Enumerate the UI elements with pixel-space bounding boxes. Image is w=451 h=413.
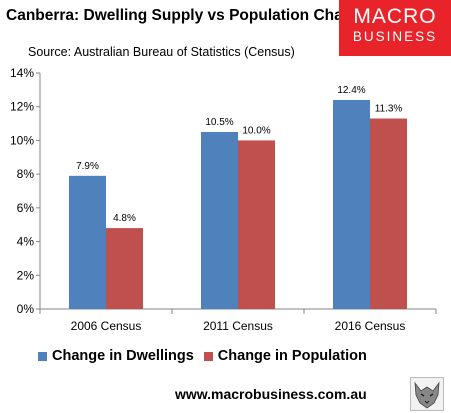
x-axis: 2006 Census 2011 Census 2016 Census (39, 308, 437, 333)
x-tick-label: 2006 Census (71, 319, 142, 333)
y-tick-label: 12% (10, 100, 34, 114)
y-tick-label: 4% (17, 235, 35, 249)
chart-title: Canberra: Dwelling Supply vs Population … (6, 7, 371, 24)
y-tick-label: 2% (17, 268, 35, 282)
data-label: 4.8% (113, 213, 136, 224)
bar-dwellings (201, 132, 238, 309)
bar-population (238, 140, 275, 309)
data-label: 7.9% (76, 161, 99, 172)
data-label: 11.3% (375, 104, 403, 115)
y-tick-label: 8% (17, 167, 35, 181)
macrobusiness-logo: MACRO BUSINESS (339, 0, 451, 56)
chart-subtitle: Source: Australian Bureau of Statistics … (28, 45, 295, 59)
legend: Change in Dwellings Change in Population (38, 348, 377, 364)
y-tick-label: 6% (17, 201, 35, 215)
data-label: 10.5% (205, 117, 233, 128)
legend-item-population: Change in Population (203, 348, 367, 364)
data-labels: 7.9% 10.5% 12.4% 4.8% 10.0% 11.3% (76, 85, 402, 224)
x-tick-label: 2011 Census (203, 319, 273, 333)
y-tick-label: 0% (17, 302, 35, 316)
y-tick-label: 10% (10, 133, 34, 147)
y-tick-label: 14% (10, 66, 34, 80)
data-label: 12.4% (337, 85, 365, 96)
bar-dwellings (69, 175, 106, 309)
logo-line2: BUSINESS (352, 29, 438, 44)
y-axis: 0% 2% 4% 6% 8% 10% 12% 14% (10, 66, 41, 316)
legend-swatch-dwellings (38, 351, 47, 361)
wolf-icon (410, 377, 444, 411)
legend-label-dwellings: Change in Dwellings (52, 348, 194, 364)
legend-label-population: Change in Population (217, 348, 367, 364)
website-url: www.macrobusiness.com.au (175, 386, 367, 402)
bar-population (106, 228, 143, 309)
legend-item-dwellings: Change in Dwellings (38, 348, 194, 364)
bars (69, 99, 407, 309)
x-tick-label: 2016 Census (335, 319, 406, 333)
data-label: 10.0% (242, 125, 270, 136)
legend-swatch-population (203, 351, 213, 361)
bar-dwellings (333, 99, 370, 309)
logo-line1: MACRO (353, 5, 437, 28)
bar-population (370, 118, 407, 309)
